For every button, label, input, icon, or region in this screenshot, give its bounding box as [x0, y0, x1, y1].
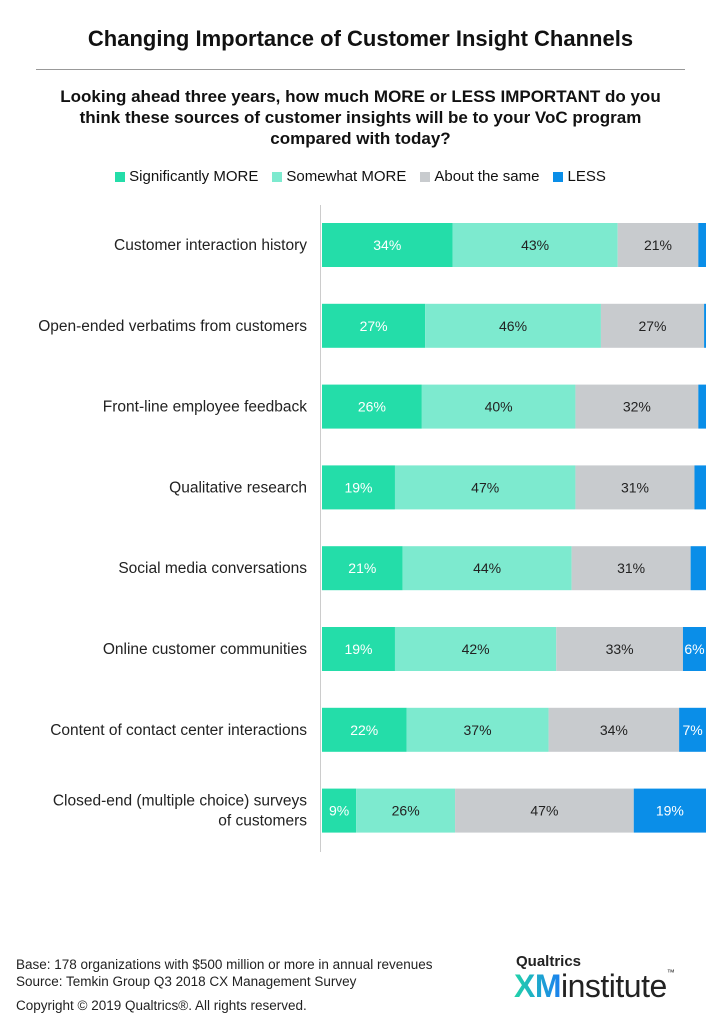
- data-label: 19%: [344, 641, 372, 657]
- category-label: Qualitative research: [169, 479, 307, 496]
- legend-item: About the same: [420, 168, 539, 185]
- data-label: 44%: [473, 560, 501, 576]
- bar-segment: [421, 384, 576, 429]
- footer-copyright: Copyright © 2019 Qualtrics®. All rights …: [16, 998, 307, 1013]
- bar-segment: [452, 223, 618, 267]
- category-label: Front-line employee feedback: [103, 399, 307, 416]
- category-label: Content of contact center interactions: [50, 722, 307, 739]
- data-label: 21%: [644, 237, 672, 253]
- bar-segment: [322, 223, 453, 267]
- chart-subtitle: Looking ahead three years, how much MORE…: [60, 87, 661, 148]
- data-label: 26%: [358, 399, 386, 415]
- data-label: 7%: [682, 722, 702, 738]
- bar-segment: [322, 303, 426, 348]
- data-label: 43%: [521, 237, 549, 253]
- data-label: 22%: [350, 722, 378, 738]
- bar-segment: [322, 627, 395, 671]
- legend-item: LESS: [553, 168, 606, 185]
- data-label: 19%: [656, 803, 684, 819]
- legend-swatch: [272, 171, 283, 182]
- logo-word: institute: [561, 968, 667, 1004]
- legend-label: Significantly MORE: [129, 168, 259, 185]
- data-label: 40%: [485, 399, 513, 415]
- data-label: 47%: [530, 803, 558, 819]
- category-label: Open-ended verbatims from customers: [38, 318, 307, 335]
- data-label: 34%: [600, 722, 628, 738]
- legend-swatch: [115, 171, 126, 182]
- bar-segment: [394, 465, 576, 510]
- bar-segment: [704, 303, 706, 348]
- bar-segment: [575, 465, 695, 510]
- data-label: 31%: [617, 560, 645, 576]
- bar-segment: [322, 707, 407, 752]
- bar-segment: [571, 546, 691, 591]
- bar-segment: [633, 788, 706, 833]
- data-label: 33%: [606, 641, 634, 657]
- data-label: 47%: [471, 479, 499, 495]
- data-label: 6%: [684, 641, 704, 657]
- bar-segment: [679, 707, 706, 752]
- data-label: 26%: [392, 803, 420, 819]
- divider: [36, 69, 685, 70]
- data-label: 34%: [373, 237, 401, 253]
- bar-segment: [322, 465, 395, 510]
- bar-segment: [425, 303, 601, 348]
- footer-base: Base: 178 organizations with $500 millio…: [16, 957, 433, 972]
- bar-segment: [575, 384, 699, 429]
- data-label: 9%: [329, 803, 349, 819]
- data-label: 19%: [344, 479, 372, 495]
- data-label: 32%: [623, 399, 651, 415]
- bar-segment: [682, 627, 706, 671]
- bar-segment: [402, 546, 572, 591]
- legend: Significantly MORE Somewhat MORE About the…: [0, 168, 721, 185]
- footer-source: Source: Temkin Group Q3 2018 CX Manageme…: [16, 974, 357, 989]
- category-label: of customers: [218, 813, 307, 830]
- bar-segment: [690, 546, 706, 591]
- legend-label: LESS: [567, 168, 606, 185]
- category-label: Social media conversations: [118, 560, 307, 577]
- data-label: 37%: [464, 722, 492, 738]
- legend-swatch: [420, 171, 431, 182]
- legend-label: About the same: [434, 168, 540, 185]
- bar-segment: [406, 707, 549, 752]
- bar-segment: [322, 384, 422, 429]
- logo-tm: ™: [666, 968, 675, 977]
- logo-qualtrics: Qualtrics: [516, 953, 582, 970]
- bar-segment: [698, 223, 706, 267]
- bar-segment: [617, 223, 699, 267]
- data-label: 46%: [499, 318, 527, 334]
- bar-segment: [394, 627, 557, 671]
- bar-segment: [548, 707, 680, 752]
- bar-segment: [694, 465, 706, 510]
- bar-segment: [600, 303, 705, 348]
- legend-swatch: [553, 171, 564, 182]
- category-label: Online customer communities: [103, 641, 307, 658]
- data-label: 27%: [638, 318, 666, 334]
- logo-xm: XM: [514, 968, 562, 1004]
- bar-segment: [322, 788, 357, 833]
- legend-item: Significantly MORE: [115, 168, 258, 185]
- data-label: 31%: [621, 479, 649, 495]
- bar-segment: [322, 546, 403, 591]
- category-label: Closed-end (multiple choice) surveys: [53, 793, 307, 810]
- bar-segment: [356, 788, 456, 833]
- category-label: Customer interaction history: [114, 237, 307, 254]
- bar-segment: [556, 627, 683, 671]
- bar-segment: [455, 788, 634, 833]
- logo-xm-institute: XMinstitute™: [514, 968, 675, 1005]
- data-label: 27%: [360, 318, 388, 334]
- data-label: 42%: [462, 641, 490, 657]
- legend-label: Somewhat MORE: [286, 168, 407, 185]
- data-label: 21%: [348, 560, 376, 576]
- bar-segment: [698, 384, 706, 429]
- chart-title: Changing Importance of Customer Insight …: [87, 26, 634, 51]
- legend-item: Somewhat MORE: [272, 168, 406, 185]
